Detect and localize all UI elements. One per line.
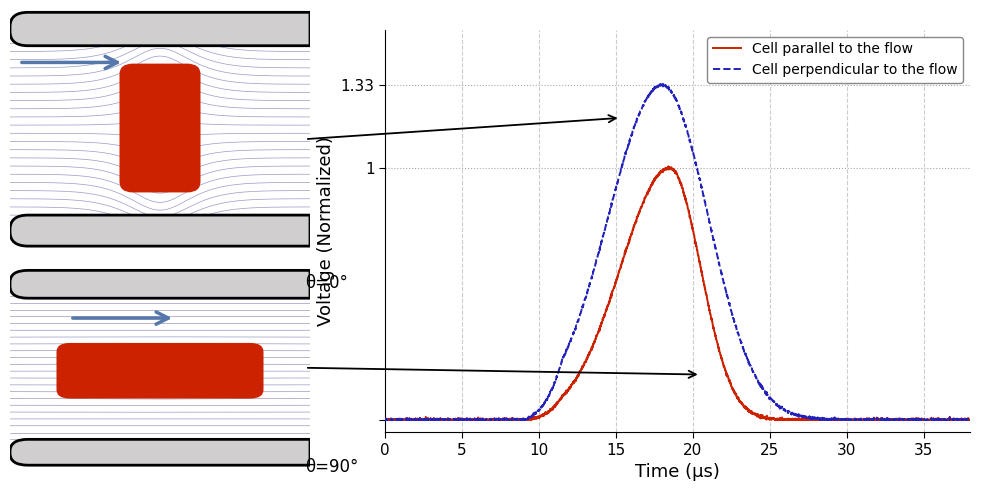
FancyBboxPatch shape — [56, 343, 264, 399]
Cell parallel to the flow — [446, 417, 458, 423]
Line: Cell perpendicular to the flow: Cell perpendicular to the flow — [385, 84, 970, 420]
Cell perpendicular to the flow — [953, 416, 965, 422]
Cell perpendicular to the flow — [481, 416, 493, 422]
Cell parallel to the flow — [379, 417, 391, 423]
Cell parallel to the flow — [964, 417, 976, 423]
Text: θ=90°: θ=90° — [305, 458, 358, 476]
Text: θ=0°: θ=0° — [305, 274, 348, 292]
PathPatch shape — [10, 439, 310, 465]
Cell parallel to the flow — [662, 164, 674, 169]
Cell parallel to the flow — [379, 416, 391, 422]
Line: Cell parallel to the flow: Cell parallel to the flow — [385, 166, 970, 420]
Cell parallel to the flow — [953, 416, 965, 422]
Cell perpendicular to the flow — [604, 210, 616, 216]
PathPatch shape — [10, 215, 310, 246]
Cell perpendicular to the flow — [964, 417, 976, 423]
PathPatch shape — [10, 270, 310, 298]
Cell perpendicular to the flow — [629, 122, 641, 128]
Cell perpendicular to the flow — [379, 417, 391, 423]
Cell perpendicular to the flow — [890, 416, 902, 422]
Legend: Cell parallel to the flow, Cell perpendicular to the flow: Cell parallel to the flow, Cell perpendi… — [707, 37, 963, 83]
Cell perpendicular to the flow — [655, 81, 667, 87]
Cell parallel to the flow — [890, 415, 902, 421]
Cell parallel to the flow — [481, 416, 493, 422]
Cell parallel to the flow — [604, 300, 616, 306]
FancyBboxPatch shape — [120, 64, 200, 192]
Cell perpendicular to the flow — [379, 416, 391, 422]
Cell parallel to the flow — [629, 221, 641, 227]
X-axis label: Time (μs): Time (μs) — [635, 463, 720, 482]
PathPatch shape — [10, 12, 310, 46]
Cell perpendicular to the flow — [446, 417, 458, 423]
Y-axis label: Voltage (Normalized): Voltage (Normalized) — [317, 136, 335, 326]
